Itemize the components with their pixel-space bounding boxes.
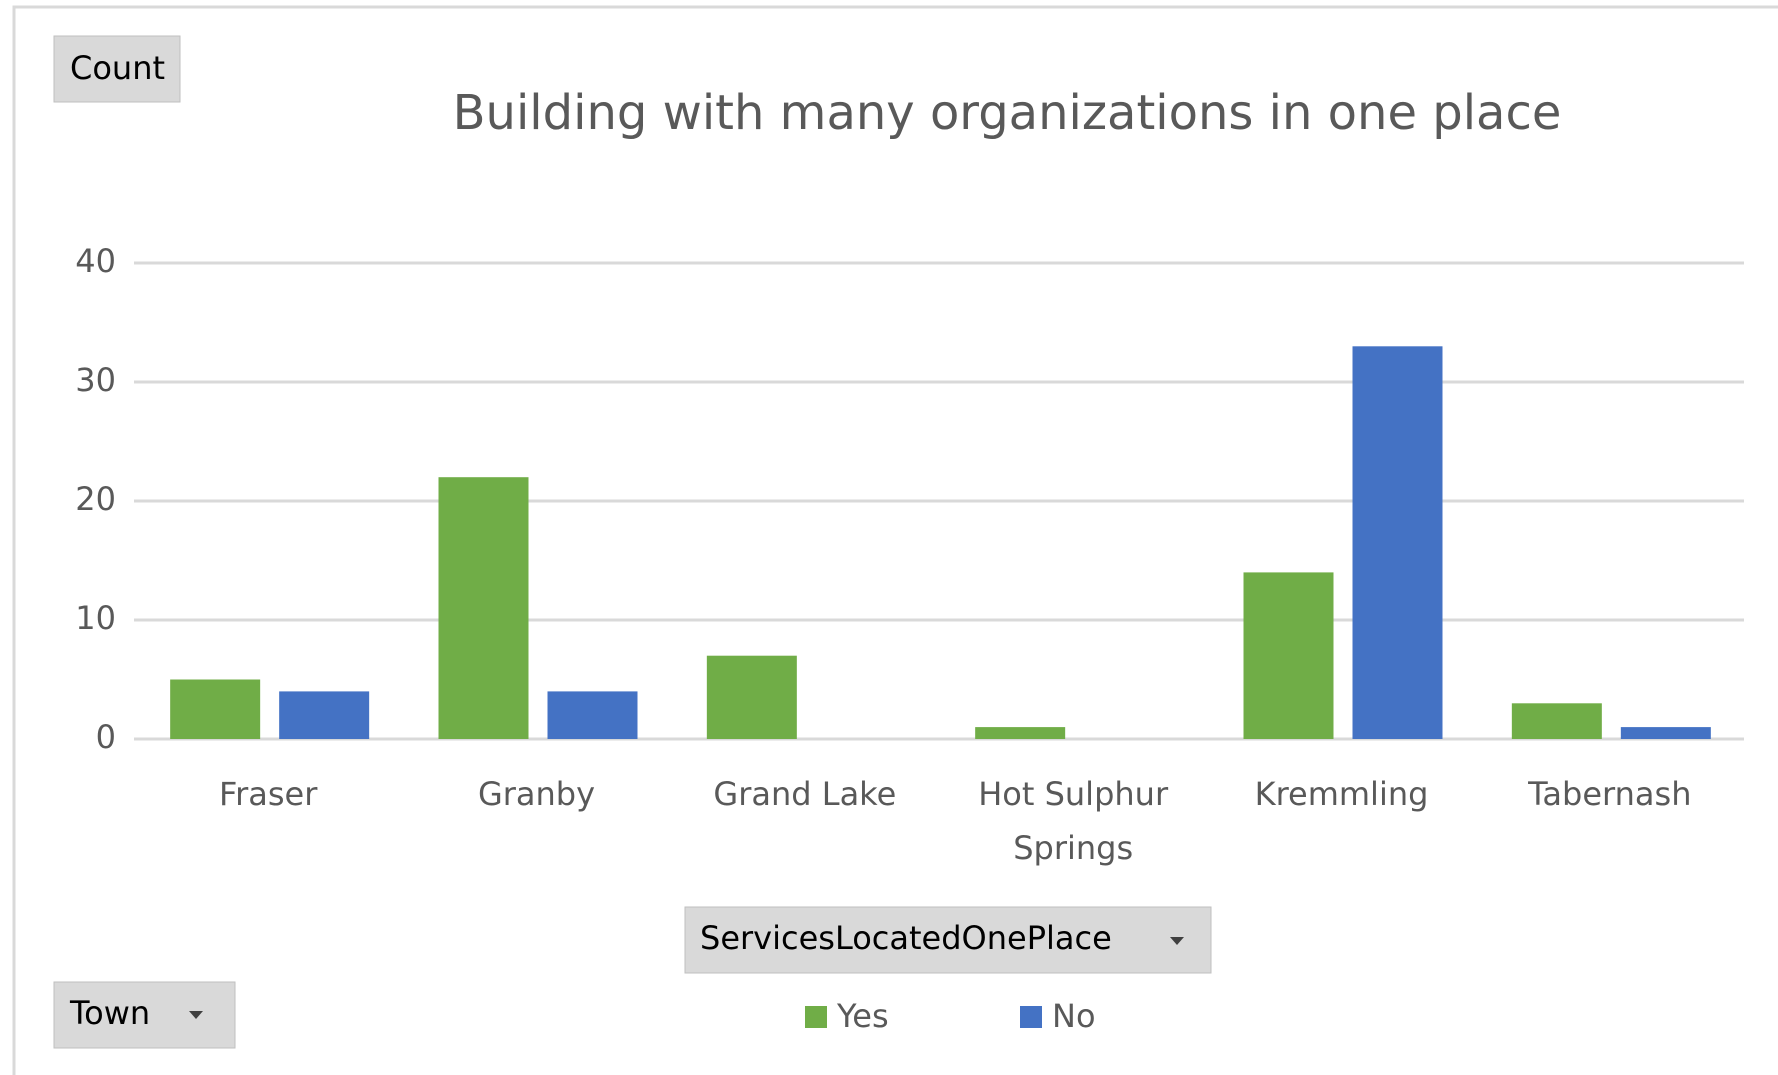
chart-title: Building with many organizations in one … <box>453 85 1562 141</box>
bar <box>170 679 261 739</box>
x-tick-label: Kremmling <box>1255 775 1429 813</box>
x-tick-label: Fraser <box>219 775 318 813</box>
bar <box>1243 572 1334 739</box>
value-button-label: Count <box>70 49 165 87</box>
bar <box>279 691 370 739</box>
x-tick-label: Grand Lake <box>713 775 896 813</box>
bar <box>1352 346 1443 739</box>
bar <box>547 691 638 739</box>
y-tick-label: 10 <box>75 599 116 637</box>
x-tick-label: Granby <box>478 775 595 813</box>
x-tick-label: Hot Sulphur Springs <box>978 775 1169 867</box>
bar <box>975 727 1066 739</box>
legend-label: Yes <box>836 997 889 1035</box>
legend-label: No <box>1052 997 1096 1035</box>
legend-button[interactable]: ServicesLocatedOnePlace <box>684 906 1212 974</box>
y-tick-label: 20 <box>75 480 116 518</box>
value-button[interactable]: Count <box>53 35 181 103</box>
y-tick-label: 0 <box>96 718 116 756</box>
y-tick-label: 30 <box>75 361 116 399</box>
legend-swatch <box>805 1006 827 1028</box>
bar <box>1511 703 1602 739</box>
legend-swatch <box>1020 1006 1042 1028</box>
axis-button[interactable]: Town <box>53 981 236 1049</box>
x-tick-label: Tabernash <box>1527 775 1691 813</box>
bar <box>1620 727 1711 739</box>
chart-frame <box>12 5 1778 1075</box>
legend-button-label: ServicesLocatedOnePlace <box>700 919 1112 957</box>
axis-button-label: Town <box>69 994 150 1032</box>
y-tick-label: 40 <box>75 242 116 280</box>
bar <box>706 655 797 739</box>
bar <box>438 477 529 739</box>
